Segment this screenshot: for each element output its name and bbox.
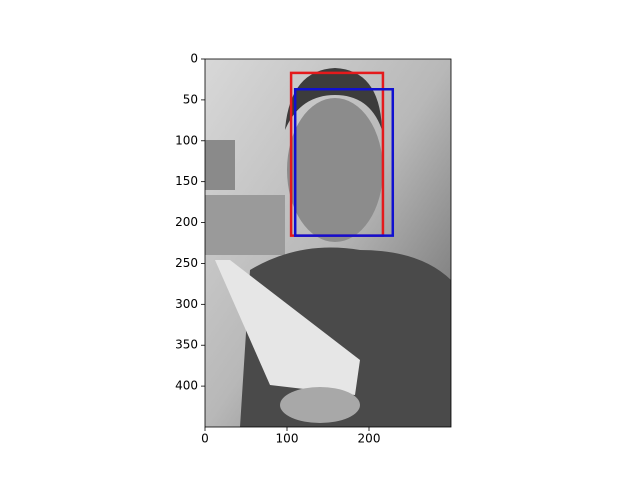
y-tick-label: 350 [175, 338, 198, 352]
y-tick-label: 0 [190, 52, 198, 66]
x-tick-label: 0 [201, 432, 209, 446]
y-tick-label: 250 [175, 256, 198, 270]
photo [205, 59, 451, 427]
y-tick-label: 200 [175, 215, 198, 229]
axes-frame [204, 58, 452, 428]
x-tick-label: 100 [276, 432, 299, 446]
bounding-box [293, 88, 395, 237]
y-tick-label: 50 [183, 92, 198, 106]
y-tick-label: 300 [175, 297, 198, 311]
y-tick-label: 400 [175, 379, 198, 393]
y-tick-label: 100 [175, 133, 198, 147]
y-tick-label: 150 [175, 174, 198, 188]
x-tick-label: 200 [358, 432, 381, 446]
